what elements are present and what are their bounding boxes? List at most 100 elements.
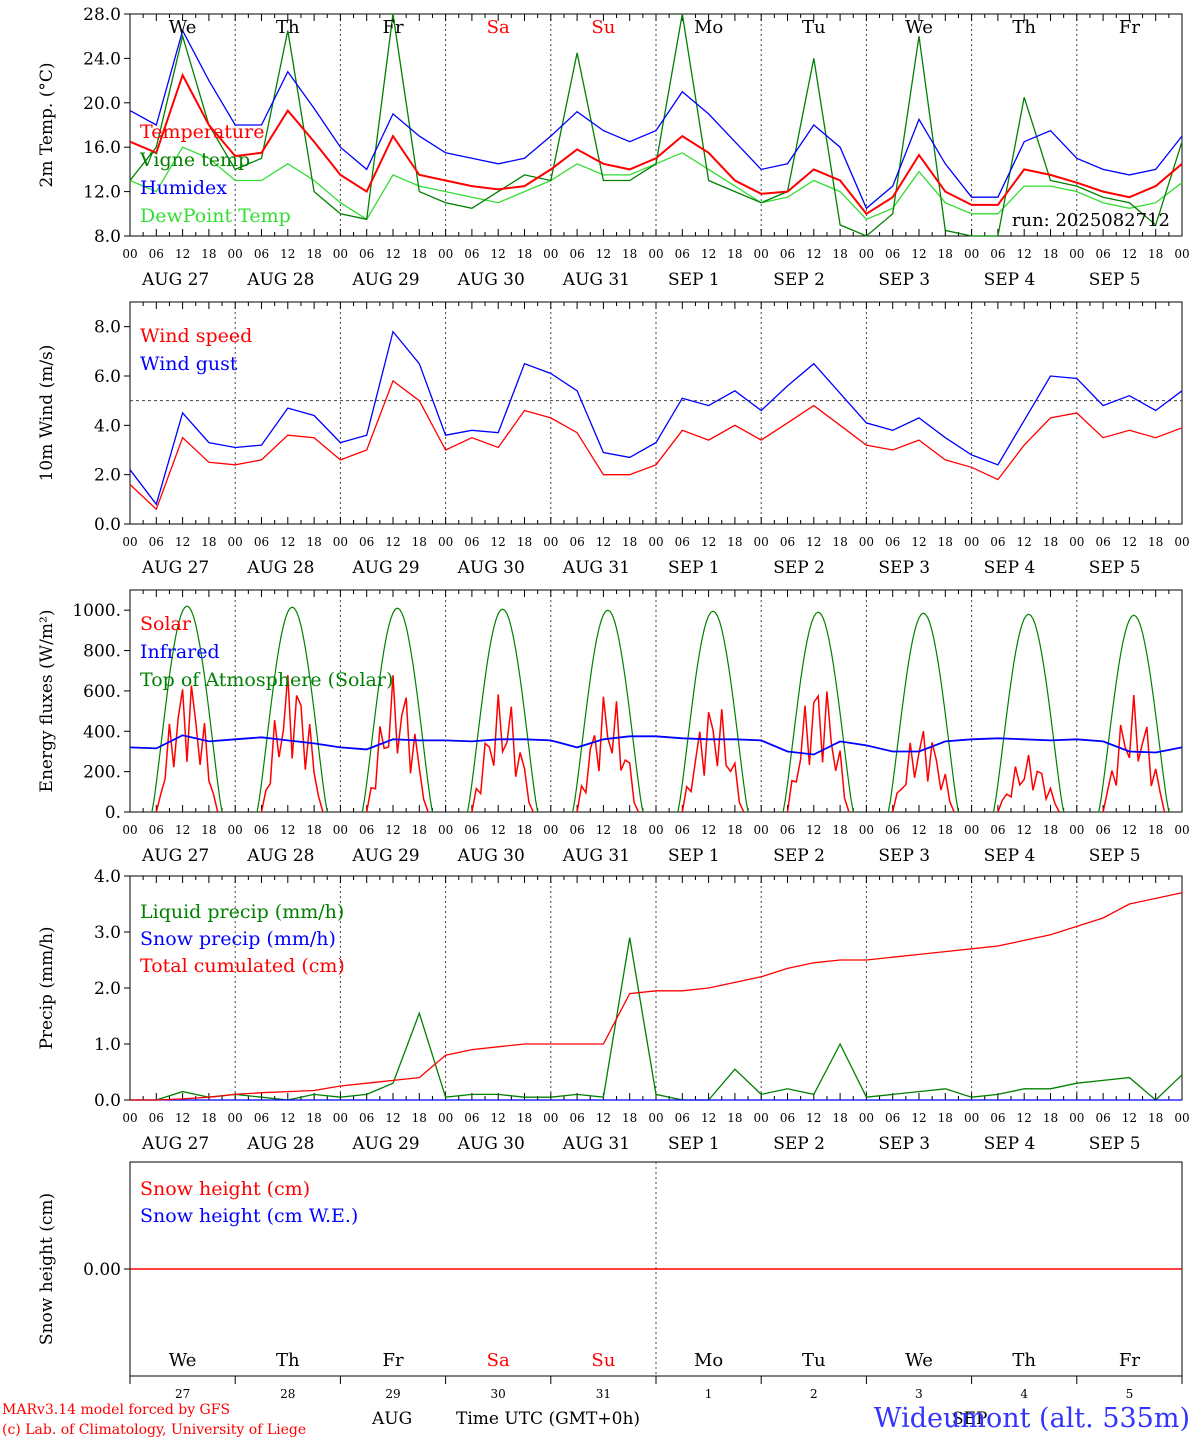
hour-label: 18 <box>938 1111 953 1125</box>
hour-label: 12 <box>911 247 926 261</box>
day-number: 4 <box>1020 1387 1028 1401</box>
day-number: 3 <box>915 1387 923 1401</box>
hour-label: 12 <box>806 535 821 549</box>
legend-entry: Snow height (cm W.E.) <box>140 1205 358 1227</box>
date-label: SEP 2 <box>773 1134 825 1154</box>
legend-entry: Wind speed <box>140 325 252 347</box>
hour-label: 18 <box>1043 535 1058 549</box>
y-tick-label: 200. <box>83 763 121 783</box>
day-number: 2 <box>810 1387 818 1401</box>
time-axis-title: Time UTC (GMT+0h) <box>456 1409 640 1429</box>
date-label: AUG 28 <box>246 558 314 578</box>
hour-label: 12 <box>280 535 295 549</box>
hour-label: 00 <box>333 535 348 549</box>
day-name-top: Fr <box>1119 17 1140 38</box>
hour-label: 00 <box>964 1111 979 1125</box>
hour-label: 12 <box>1017 823 1032 837</box>
y-tick-label: 4.0 <box>94 416 121 436</box>
hour-label: 00 <box>1174 1111 1189 1125</box>
date-label: AUG 28 <box>246 846 314 866</box>
hour-label: 00 <box>648 535 663 549</box>
hour-label: 00 <box>228 535 243 549</box>
hour-label: 12 <box>175 535 190 549</box>
hour-label: 12 <box>385 1111 400 1125</box>
day-name-bottom: Su <box>591 1350 615 1371</box>
series-line-liquid-precip-mm-h- <box>130 937 1183 1101</box>
day-name-bottom: Fr <box>1119 1350 1140 1371</box>
hour-label: 18 <box>1148 535 1163 549</box>
legend-entry: Humidex <box>140 177 227 199</box>
y-tick-label: 12.0 <box>83 183 121 203</box>
series-line-vigne-temp <box>129 13 1183 237</box>
y-tick-label: 2.0 <box>94 979 121 999</box>
day-name-bottom: Th <box>276 1350 300 1371</box>
hour-label: 06 <box>464 823 479 837</box>
hour-label: 00 <box>648 823 663 837</box>
hour-label: 18 <box>306 823 321 837</box>
day-name-bottom: Tu <box>802 1350 826 1371</box>
hour-label: 06 <box>885 535 900 549</box>
y-tick-label: 0.0 <box>94 1091 121 1111</box>
date-label: AUG 27 <box>141 846 209 866</box>
hour-label: 18 <box>622 247 637 261</box>
hour-label: 06 <box>885 247 900 261</box>
hour-label: 12 <box>1122 535 1137 549</box>
series-line-solar <box>155 675 1166 813</box>
y-tick-label: 4.0 <box>94 867 121 887</box>
hour-label: 00 <box>122 1111 137 1125</box>
date-label: AUG 31 <box>562 270 630 290</box>
hour-label: 18 <box>517 247 532 261</box>
date-label: SEP 3 <box>878 558 930 578</box>
hour-label: 00 <box>543 535 558 549</box>
hour-label: 18 <box>1043 823 1058 837</box>
hour-label: 18 <box>517 1111 532 1125</box>
hour-label: 18 <box>622 1111 637 1125</box>
hour-label: 00 <box>543 1111 558 1125</box>
hour-label: 06 <box>780 247 795 261</box>
y-tick-label: 600. <box>83 682 121 702</box>
hour-label: 12 <box>491 247 506 261</box>
hour-label: 18 <box>938 535 953 549</box>
hour-label: 00 <box>122 247 137 261</box>
day-name-top: Fr <box>382 17 403 38</box>
y-tick-label: 3.0 <box>94 923 121 943</box>
legend-entry: Total cumulated (cm) <box>140 955 345 977</box>
hour-label: 00 <box>543 247 558 261</box>
hour-label: 06 <box>990 1111 1005 1125</box>
hour-label: 12 <box>280 823 295 837</box>
hour-label: 12 <box>175 823 190 837</box>
month-sep-label: SEP <box>952 1409 988 1429</box>
hour-label: 00 <box>543 823 558 837</box>
hour-label: 18 <box>832 1111 847 1125</box>
hour-label: 12 <box>911 535 926 549</box>
hour-label: 06 <box>675 535 690 549</box>
hour-label: 18 <box>832 535 847 549</box>
hour-label: 12 <box>701 535 716 549</box>
legend-entry: Snow precip (mm/h) <box>140 928 336 950</box>
run-label: run: 2025082712 <box>1012 210 1170 231</box>
y-axis-label: 2m Temp. (°C) <box>37 62 57 187</box>
hour-label: 12 <box>280 1111 295 1125</box>
hour-label: 00 <box>122 823 137 837</box>
hour-label: 06 <box>885 823 900 837</box>
hour-label: 12 <box>701 247 716 261</box>
date-label: SEP 2 <box>773 846 825 866</box>
y-tick-label: 24.0 <box>83 49 121 69</box>
date-label: AUG 31 <box>562 1134 630 1154</box>
hour-label: 00 <box>1069 535 1084 549</box>
model-credit: MARv3.14 model forced by GFS <box>2 1402 230 1418</box>
hour-label: 18 <box>1148 1111 1163 1125</box>
panel-3: 0. 200. 400. 600. 800. 1000. Energy fluxes (W/… <box>37 589 1190 866</box>
hour-label: 18 <box>938 823 953 837</box>
legend-entry: Wind gust <box>140 353 238 375</box>
day-name-bottom: We <box>905 1350 933 1371</box>
hour-label: 12 <box>806 823 821 837</box>
hour-label: 18 <box>412 1111 427 1125</box>
hour-label: 06 <box>464 247 479 261</box>
date-label: SEP 2 <box>773 270 825 290</box>
hour-label: 00 <box>1174 823 1189 837</box>
legend-entry: Solar <box>140 613 192 635</box>
hour-label: 06 <box>149 247 164 261</box>
series-line-humidex <box>129 28 1183 210</box>
